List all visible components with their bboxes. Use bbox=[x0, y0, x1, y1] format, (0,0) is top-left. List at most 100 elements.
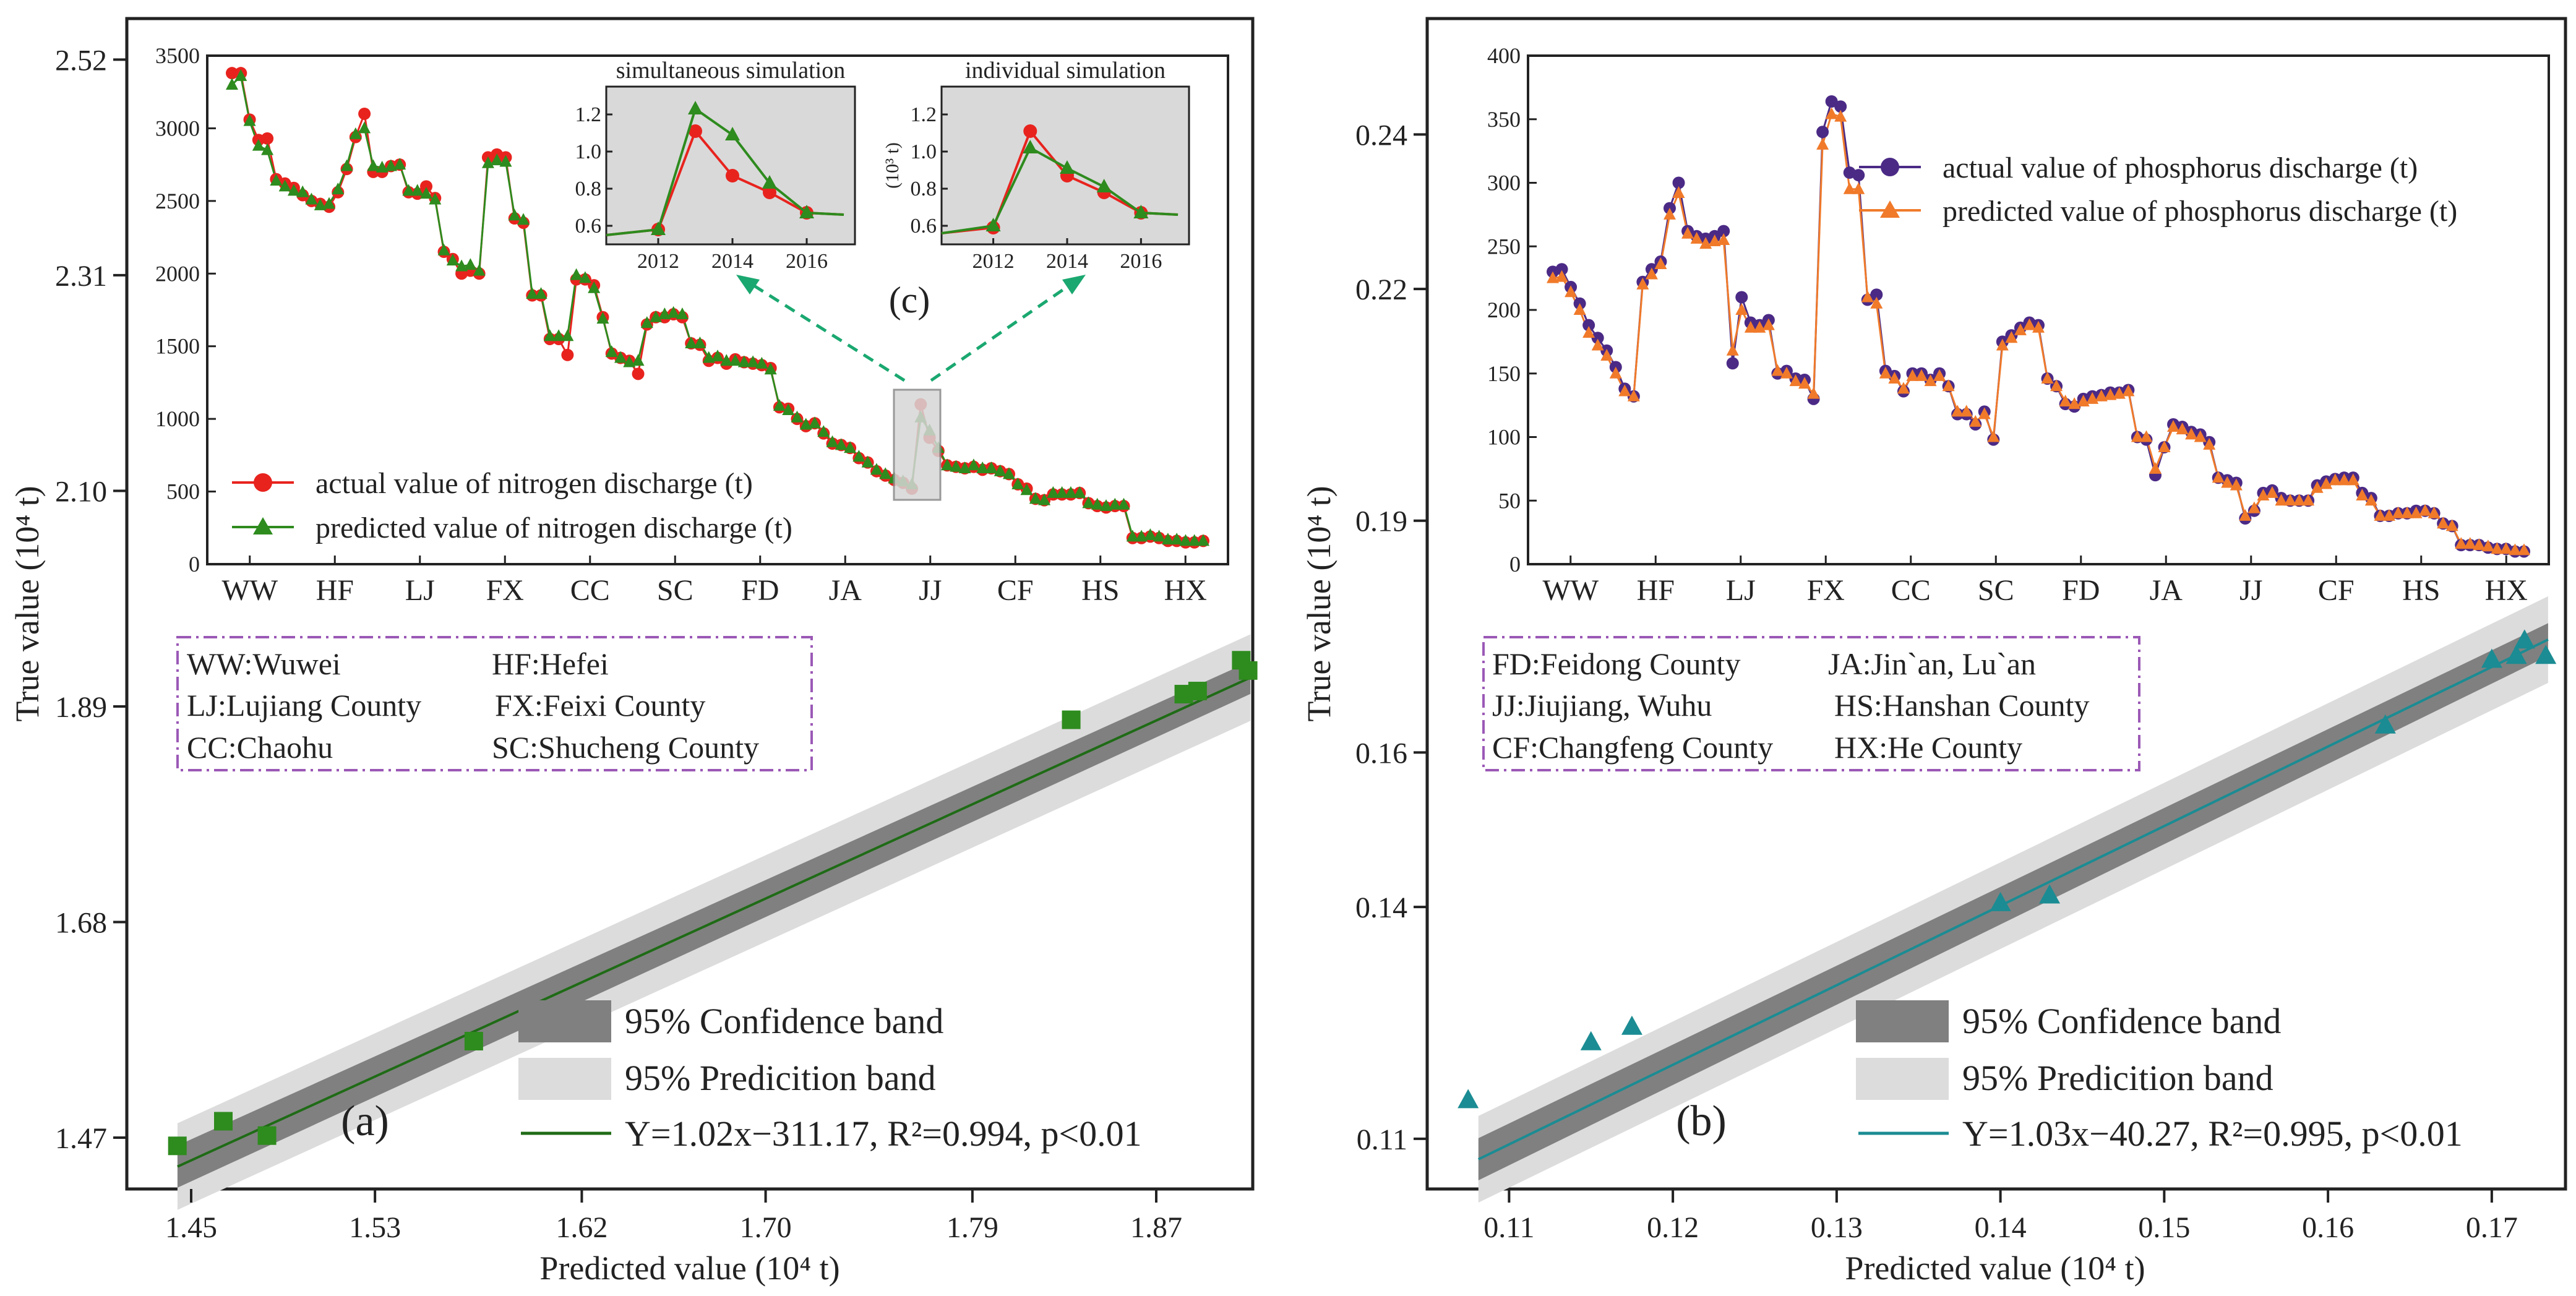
panel-b-y-axis-label: True value (10⁴ t) bbox=[1300, 486, 1337, 721]
predicted-marker bbox=[2356, 489, 2369, 501]
zoom-actual-marker bbox=[763, 186, 776, 199]
predicted-marker bbox=[588, 281, 601, 293]
scatter-point bbox=[1621, 1015, 1642, 1035]
panel-a-y-ticks: 1.47 1.68 1.89 2.10 2.31 2.52 bbox=[55, 44, 127, 1155]
inset-a-legend: actual value of nitrogen discharge (t) p… bbox=[232, 467, 792, 544]
zoom-actual-marker bbox=[689, 124, 702, 138]
scatter-point bbox=[1188, 682, 1207, 701]
inset-a-y-ticks: 0 500 1000 1500 2000 2500 3000 3500 bbox=[155, 43, 216, 577]
predicted-marker bbox=[491, 153, 504, 166]
zoom-arrow-right bbox=[930, 277, 1081, 382]
predicted-marker bbox=[1555, 270, 1568, 282]
predicted-marker bbox=[1003, 467, 1015, 479]
scatter-point bbox=[1458, 1089, 1479, 1109]
predicted-marker bbox=[1861, 290, 1874, 303]
predicted-marker bbox=[950, 460, 963, 472]
predicted-marker bbox=[2212, 471, 2225, 483]
predicted-marker bbox=[2445, 519, 2458, 531]
predicted-marker bbox=[667, 306, 680, 318]
x-tick-label: 1.45 bbox=[165, 1211, 217, 1244]
panel-b: 0.11 0.12 0.13 0.14 0.15 0.16 0.17 0.110.140.1… bbox=[1300, 17, 2567, 1287]
predicted-marker bbox=[1654, 257, 1667, 270]
zoom-y-tick-label: 0.8 bbox=[911, 178, 937, 200]
predicted-marker bbox=[720, 354, 733, 366]
inset-y-tick-label: 2500 bbox=[155, 189, 200, 213]
abbrev-a-item: CC:Chaohu bbox=[187, 730, 333, 765]
predicted-marker bbox=[596, 312, 609, 324]
predicted-marker bbox=[1011, 477, 1024, 489]
legend-a-confidence-swatch bbox=[518, 1000, 611, 1042]
inset-category-label: LJ bbox=[405, 574, 435, 607]
zoom-inset-label: (c) bbox=[889, 280, 930, 320]
zoom-y-tick-label: 1.0 bbox=[575, 140, 602, 163]
actual-marker bbox=[1672, 176, 1685, 189]
inset-y-tick-label: 350 bbox=[1487, 107, 1521, 132]
predicted-marker bbox=[1197, 534, 1209, 546]
predicted-marker bbox=[287, 184, 300, 196]
predicted-marker bbox=[2509, 543, 2522, 556]
predicted-marker bbox=[755, 356, 768, 369]
actual-marker bbox=[1825, 95, 1838, 108]
abbrev-b-item: CF:Changfeng County bbox=[1492, 730, 1773, 765]
predicted-marker bbox=[835, 438, 848, 450]
zoom-predicted-marker bbox=[1133, 205, 1149, 218]
predicted-marker bbox=[2005, 331, 2018, 343]
legend-a-prediction-swatch bbox=[518, 1058, 611, 1100]
scatter-point bbox=[464, 1032, 483, 1051]
predicted-marker bbox=[2518, 543, 2530, 556]
inset-category-label: CC bbox=[570, 574, 610, 607]
zoom-x-tick-label: 2012 bbox=[637, 250, 679, 273]
predicted-marker bbox=[552, 329, 565, 341]
abbrev-a-item: WW:Wuwei bbox=[187, 646, 341, 681]
panel-b-x-axis-label: Predicted value (10⁴ t) bbox=[1845, 1250, 2145, 1287]
inset-category-label: CF bbox=[997, 574, 1034, 607]
predicted-marker bbox=[967, 458, 980, 471]
zoom-arrows bbox=[736, 275, 1086, 382]
predicted-marker bbox=[1933, 369, 1946, 381]
predicted-marker bbox=[1064, 486, 1077, 498]
predicted-marker bbox=[1029, 492, 1042, 504]
predicted-marker bbox=[1942, 379, 1955, 392]
legend-nitrogen-predicted-label: predicted value of nitrogen discharge (t… bbox=[316, 512, 792, 544]
inset-y-tick-label: 150 bbox=[1487, 361, 1521, 386]
predicted-marker bbox=[1825, 107, 1838, 119]
panel-b-legend: 95% Confidence band 95% Predicition band… bbox=[1856, 1000, 2463, 1154]
predicted-marker bbox=[870, 463, 883, 475]
predicted-marker bbox=[1744, 320, 1757, 333]
predicted-marker bbox=[2194, 430, 2207, 442]
y-tick-label: 0.24 bbox=[1355, 119, 1407, 152]
predicted-marker bbox=[314, 198, 327, 210]
scatter-point bbox=[168, 1136, 187, 1156]
predicted-marker bbox=[349, 127, 362, 139]
y-tick-label: 2.52 bbox=[55, 44, 107, 77]
predicted-marker bbox=[1672, 186, 1685, 198]
predicted-marker bbox=[1547, 271, 1559, 283]
panel-a-plot-frame bbox=[125, 17, 1255, 1191]
abbrev-b-item: JJ:Jiujiang, Wuhu bbox=[1492, 688, 1712, 723]
predicted-marker bbox=[1082, 496, 1095, 509]
inset-b-series bbox=[1547, 95, 2530, 558]
predicted-marker bbox=[1924, 374, 1937, 387]
predicted-marker bbox=[437, 243, 450, 255]
predicted-marker bbox=[261, 143, 274, 155]
panel-b-fit-line bbox=[1477, 638, 2549, 1161]
predicted-marker bbox=[499, 155, 512, 167]
x-tick-label: 0.14 bbox=[1975, 1211, 2027, 1244]
zoom-arrow-left-head bbox=[736, 275, 760, 294]
predicted-marker bbox=[879, 467, 892, 479]
predicted-marker bbox=[570, 268, 583, 280]
predicted-marker bbox=[2275, 494, 2288, 506]
inset-category-label: HF bbox=[1637, 574, 1675, 607]
inset-category-label: HS bbox=[2402, 574, 2440, 607]
predicted-marker bbox=[623, 355, 636, 367]
predicted-marker bbox=[2041, 371, 2054, 384]
predicted-marker bbox=[2499, 542, 2512, 554]
predicted-marker bbox=[1915, 369, 1928, 381]
panel-a-x-axis-label: Predicted value (10⁴ t) bbox=[539, 1250, 839, 1287]
predicted-marker bbox=[2346, 473, 2359, 486]
legend-b-prediction-swatch bbox=[1856, 1058, 1949, 1100]
predicted-marker bbox=[2122, 384, 2135, 397]
predicted-marker bbox=[2131, 430, 2144, 442]
inset-y-tick-label: 500 bbox=[166, 479, 200, 504]
zoom-predicted-marker bbox=[762, 175, 777, 189]
